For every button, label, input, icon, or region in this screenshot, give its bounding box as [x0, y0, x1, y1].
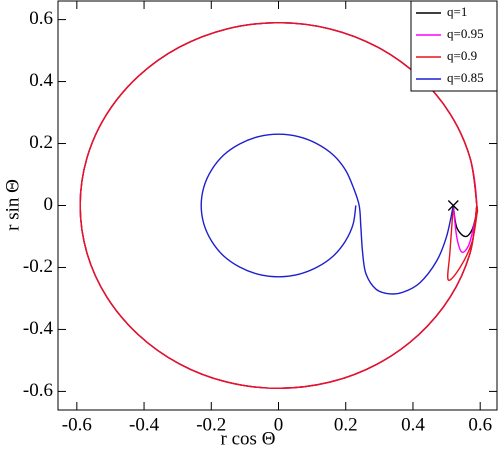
- y-tick-label: -0.2: [23, 256, 53, 277]
- series-line: [79, 21, 479, 390]
- x-tick-label: -0.4: [129, 414, 160, 435]
- legend-label: q=0.95: [447, 26, 484, 41]
- y-tick-label: 0.6: [29, 8, 53, 29]
- x-tick-label: -0.6: [62, 414, 92, 435]
- y-tick-label: 0.4: [29, 70, 53, 91]
- y-tick-label: -0.6: [23, 380, 53, 401]
- legend-label: q=0.9: [447, 48, 477, 63]
- y-tick-label: 0: [44, 194, 54, 215]
- legend-box: [410, 0, 498, 92]
- y-tick-label: 0.2: [29, 132, 53, 153]
- legend-label: q=0.85: [447, 70, 484, 85]
- y-axis-label: r sin Θ: [2, 179, 23, 231]
- x-tick-label: 0.4: [401, 414, 425, 435]
- y-tick-label: -0.4: [23, 318, 54, 339]
- legend-label: q=1: [447, 4, 467, 19]
- x-tick-label: 0.6: [468, 414, 492, 435]
- x-tick-label: 0: [274, 414, 284, 435]
- start-marker: [447, 200, 459, 211]
- series-line: [200, 133, 454, 295]
- x-axis-label: r cos Θ: [221, 428, 276, 449]
- x-tick-label: -0.2: [196, 414, 226, 435]
- x-tick-label: 0.2: [334, 414, 358, 435]
